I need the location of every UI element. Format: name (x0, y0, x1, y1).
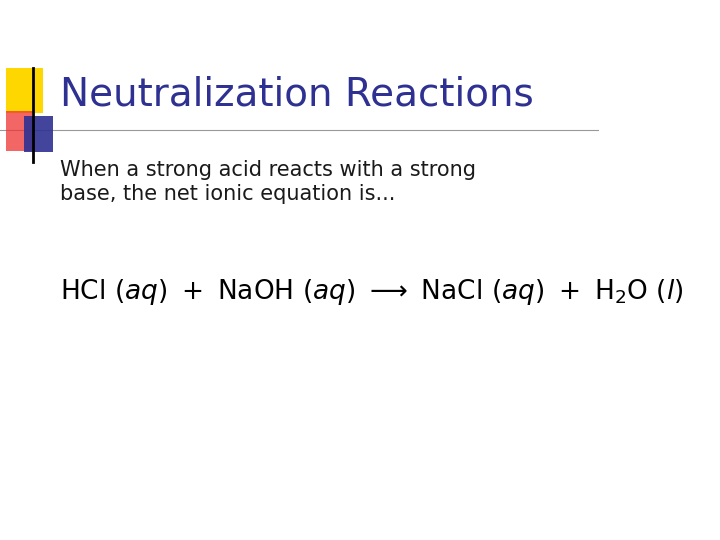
Bar (24, 116, 53, 152)
Text: When a strong acid reacts with a strong: When a strong acid reacts with a strong (60, 160, 476, 180)
Bar (6, 111, 32, 151)
Text: Neutralization Reactions: Neutralization Reactions (60, 76, 534, 113)
Bar (6, 68, 43, 113)
Text: $\mathregular{HCl}\ (\mathit{aq})\ +\ \mathregular{NaOH}\ (\mathit{aq})\ \longri: $\mathregular{HCl}\ (\mathit{aq})\ +\ \m… (60, 276, 683, 307)
Text: base, the net ionic equation is...: base, the net ionic equation is... (60, 184, 395, 205)
